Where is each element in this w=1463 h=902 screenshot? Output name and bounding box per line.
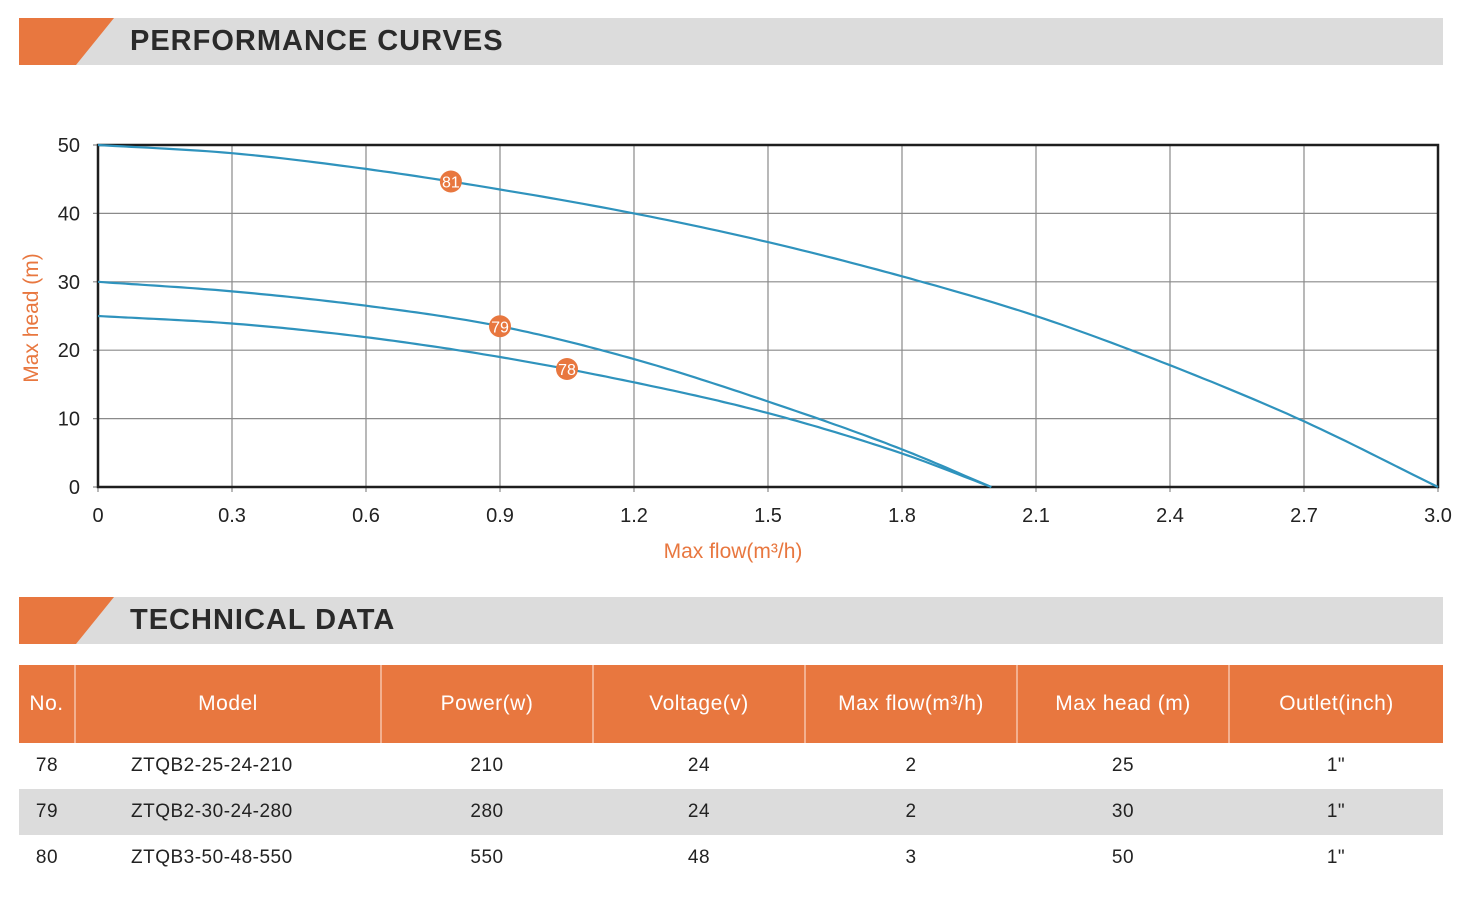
header-power: Power(w): [381, 665, 594, 743]
x-tick-label: 1.8: [888, 505, 916, 527]
y-axis-label: Max head (m): [20, 253, 43, 383]
cell-max-flow: 2: [805, 789, 1017, 835]
header-outlet: Outlet(inch): [1229, 665, 1443, 743]
series-line-81: [97, 143, 1439, 488]
cell-max-head: 30: [1017, 789, 1229, 835]
performance-curves-title: PERFORMANCE CURVES: [130, 25, 504, 57]
x-tick-label: 1.2: [620, 505, 648, 527]
series-line-78: [97, 314, 992, 489]
performance-chart: 81 79 78 0 0.3 0.6 0.9 1.2 1.5 1.8 2.1 2.4 2.7 3.0 0 1…: [20, 135, 1452, 563]
cell-power: 550: [470, 847, 504, 868]
y-tick-label: 40: [58, 203, 80, 225]
y-tick-label: 30: [58, 272, 80, 294]
x-tick-label: 0.9: [486, 505, 514, 527]
technical-data-title: TECHNICAL DATA: [130, 604, 396, 636]
series-marker-78: [556, 358, 578, 381]
cell-no: 79: [19, 789, 75, 835]
series-marker-79: [489, 315, 511, 338]
cell-power: 210: [470, 755, 504, 776]
cell-voltage: 48: [687, 847, 711, 868]
cell-max-flow: 3: [905, 847, 917, 868]
y-tick-label: 20: [58, 340, 80, 362]
header-max-head: Max head (m): [1017, 665, 1230, 743]
cell-max-flow: 2: [905, 755, 917, 776]
table-header-row: No. Model Power(w) Voltage(v) Max flow(m…: [19, 665, 1443, 743]
performance-curves-header: PERFORMANCE CURVES: [19, 18, 1443, 65]
x-tick-label: 0.3: [218, 505, 246, 527]
x-tick-label: 3.0: [1424, 505, 1452, 527]
cell-outlet: 1": [1229, 789, 1443, 835]
cell-max-head: 25: [1111, 755, 1135, 776]
x-tick-label: 0.6: [352, 505, 380, 527]
header-no: No.: [19, 665, 76, 743]
x-tick-label: 1.5: [754, 505, 782, 527]
cell-no: 78: [35, 755, 59, 776]
chart-curve-markers: 81 79 78: [439, 170, 578, 381]
x-tick-label: 2.7: [1290, 505, 1318, 527]
x-tick-label: 2.4: [1156, 505, 1184, 527]
x-tick-label: 2.1: [1022, 505, 1050, 527]
y-tick-label: 10: [58, 409, 80, 431]
cell-voltage: 24: [687, 755, 711, 776]
cell-outlet: 1": [1326, 847, 1346, 868]
x-axis-label: Max flow(m³/h): [664, 540, 803, 563]
cell-no: 80: [35, 847, 59, 868]
series-marker-81: [439, 170, 462, 193]
y-tick-label: 50: [58, 135, 80, 157]
header-model: Model: [75, 665, 382, 743]
table-row: 79 ZTQB2-30-24-280 280 24 2 30 1": [19, 789, 1443, 835]
cell-model: ZTQB2-30-24-280: [75, 789, 381, 835]
x-tick-label: 0: [92, 505, 103, 527]
chart-grid: [93, 143, 1440, 492]
header-voltage: Voltage(v): [593, 665, 806, 743]
cell-model: ZTQB3-50-48-550: [131, 847, 293, 868]
header-accent: [19, 18, 114, 65]
cell-voltage: 24: [593, 789, 805, 835]
series-label-81: 81: [442, 174, 460, 191]
chart-curves: [97, 143, 1439, 489]
technical-data-header: TECHNICAL DATA: [19, 597, 1443, 644]
cell-model: ZTQB2-25-24-210: [131, 755, 293, 776]
technical-data-table: No. Model Power(w) Voltage(v) Max flow(m…: [19, 665, 1443, 881]
table-row: 78 ZTQB2-25-24-210 210 24 2 25 1": [19, 743, 1443, 789]
cell-max-head: 50: [1111, 847, 1135, 868]
series-label-78: 78: [558, 362, 576, 379]
cell-power: 280: [381, 789, 593, 835]
y-tick-label: 0: [69, 477, 80, 499]
header-accent: [19, 597, 114, 644]
header-max-flow: Max flow(m³/h): [805, 665, 1018, 743]
chart-tick-labels: 0 0.3 0.6 0.9 1.2 1.5 1.8 2.1 2.4 2.7 3.0 0 10 20 30 40…: [58, 135, 1452, 527]
table-row: 80 ZTQB3-50-48-550 550 48 3 50 1": [19, 835, 1443, 881]
series-line-79: [97, 280, 992, 489]
series-label-79: 79: [491, 319, 509, 336]
cell-outlet: 1": [1326, 755, 1346, 776]
